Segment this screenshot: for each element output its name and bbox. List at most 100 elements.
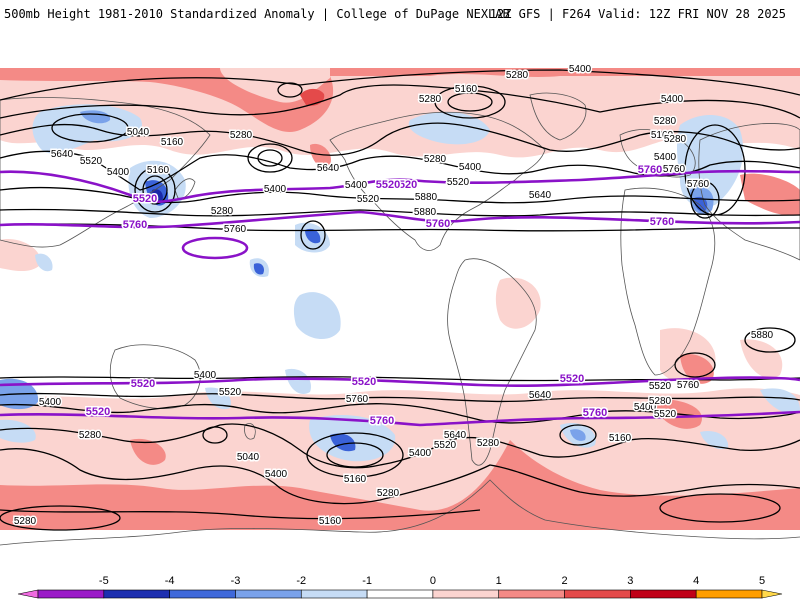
- closed-contour: [134, 167, 176, 213]
- height-contours: [0, 69, 800, 531]
- colorbar-segment: [695, 589, 763, 599]
- contour-label: 5760: [663, 164, 686, 175]
- contour-label: 5640: [51, 149, 74, 160]
- negative-anomaly-region: [32, 104, 142, 154]
- negative-anomaly-region: [408, 111, 490, 145]
- coastline-new-zealand: [244, 423, 256, 440]
- negative-anomaly-region: [285, 368, 311, 394]
- colorbar-tick-label: -2: [296, 575, 306, 587]
- closed-contour: [447, 92, 493, 112]
- contour-label: 5400: [39, 397, 62, 408]
- contour-label: 5160: [161, 137, 184, 148]
- colorbar-tick-label: 3: [627, 575, 633, 587]
- closed-contour: [659, 493, 781, 523]
- contour-label: 5400: [264, 184, 287, 195]
- positive-anomaly-region: [130, 438, 166, 465]
- closed-contour: [257, 149, 283, 167]
- contour-label: 5520: [649, 381, 672, 392]
- purple-contour-label: 5520: [86, 406, 110, 418]
- contour-line: [0, 69, 800, 101]
- negative-anomaly-region: [570, 429, 586, 441]
- purple-contour-label: 5760: [426, 218, 450, 230]
- contour-label: 5760: [224, 224, 247, 235]
- contour-label: 5640: [529, 390, 552, 401]
- contour-label: 5640: [529, 190, 552, 201]
- anomaly-colorbar: -5 -4 -3 -2 -1 0 1 2 3 4 5: [0, 560, 800, 600]
- purple-contour-label: 5520: [560, 373, 584, 385]
- contour-label: 5760: [346, 394, 369, 405]
- map-title: 500mb Height 1981-2010 Standardized Anom…: [4, 7, 510, 21]
- contour-label: 5760: [687, 179, 710, 190]
- negative-anomaly-region: [760, 388, 800, 414]
- contour-label: 5880: [414, 207, 437, 218]
- closed-contour: [326, 442, 384, 468]
- negative-anomaly-region: [0, 419, 36, 443]
- coastline-north-america: [329, 111, 546, 251]
- contour-5760-nh: [0, 210, 800, 229]
- contour-label: 5520: [654, 409, 677, 420]
- contour-5520-nh: [0, 169, 800, 204]
- contour-label: 5280: [377, 488, 400, 499]
- model-valid-time: 12Z GFS | F264 Valid: 12Z FRI NOV 28 202…: [489, 7, 786, 21]
- contour-label: 5280: [664, 134, 687, 145]
- closed-contour: [142, 175, 168, 205]
- contour-label: 5160: [609, 433, 632, 444]
- closed-contour: [674, 352, 716, 378]
- contour-label: 5640: [444, 430, 467, 441]
- colorbar-segment: [498, 589, 565, 599]
- negative-anomaly-region: [205, 387, 231, 410]
- contour-label: 5400: [345, 180, 368, 191]
- closed-contour: [0, 505, 121, 531]
- colorbar-segment: [103, 589, 170, 599]
- contour-label: 5880: [751, 330, 774, 341]
- contour-label: 5400: [569, 64, 592, 75]
- contour-line: [0, 392, 800, 403]
- contour-line: [0, 376, 800, 382]
- negative-anomaly-fills: [0, 104, 800, 462]
- contour-line: [0, 186, 800, 204]
- coastline-greenland: [529, 92, 587, 141]
- colorbar-tick-label: 0: [430, 575, 436, 587]
- contour-label: 5400: [459, 162, 482, 173]
- purple-contour-label: 5760: [638, 164, 662, 176]
- contour-label: 5280: [419, 94, 442, 105]
- contour-label: 5760: [677, 380, 700, 391]
- purple-contour-label: 5520: [352, 376, 376, 388]
- contour-label: 5160: [455, 84, 478, 95]
- contour-line: [0, 423, 800, 469]
- contour-line: [0, 122, 800, 156]
- contour-label: 5400: [409, 448, 432, 459]
- contour-label: 5400: [194, 370, 217, 381]
- contour-line: [0, 84, 800, 119]
- contour-label: 5040: [237, 452, 260, 463]
- positive-anomaly-region: [0, 440, 800, 530]
- contour-line: [0, 509, 481, 520]
- contour-label: 5280: [506, 70, 529, 81]
- contour-label: 5520: [434, 440, 457, 451]
- contour-label: 5880: [415, 192, 438, 203]
- contour-label: 5280: [477, 438, 500, 449]
- contour-label: 5400: [107, 167, 130, 178]
- colorbar-segment: [564, 589, 631, 599]
- contour-label: 5160: [651, 130, 674, 141]
- purple-contour-label: 5520: [133, 193, 157, 205]
- contour-label: 5280: [424, 154, 447, 165]
- coastline-africa: [620, 187, 716, 376]
- colorbar-segment: [366, 589, 434, 599]
- closed-contour: [300, 220, 326, 250]
- positive-anomaly-region: [495, 277, 541, 329]
- negative-anomaly-region: [35, 253, 53, 272]
- contour-label: 5520: [447, 177, 470, 188]
- contour-label: 5400: [654, 152, 677, 163]
- closed-contour: [744, 327, 796, 353]
- anomaly-fills: [0, 68, 800, 530]
- negative-anomaly-region: [152, 189, 163, 203]
- colorbar-segment: [235, 589, 302, 599]
- contour-line: [0, 448, 800, 505]
- purple-contours: [0, 169, 800, 427]
- positive-anomaly-region: [0, 68, 800, 132]
- contour-label: 5160: [344, 474, 367, 485]
- contour-5520-sh: [0, 410, 800, 427]
